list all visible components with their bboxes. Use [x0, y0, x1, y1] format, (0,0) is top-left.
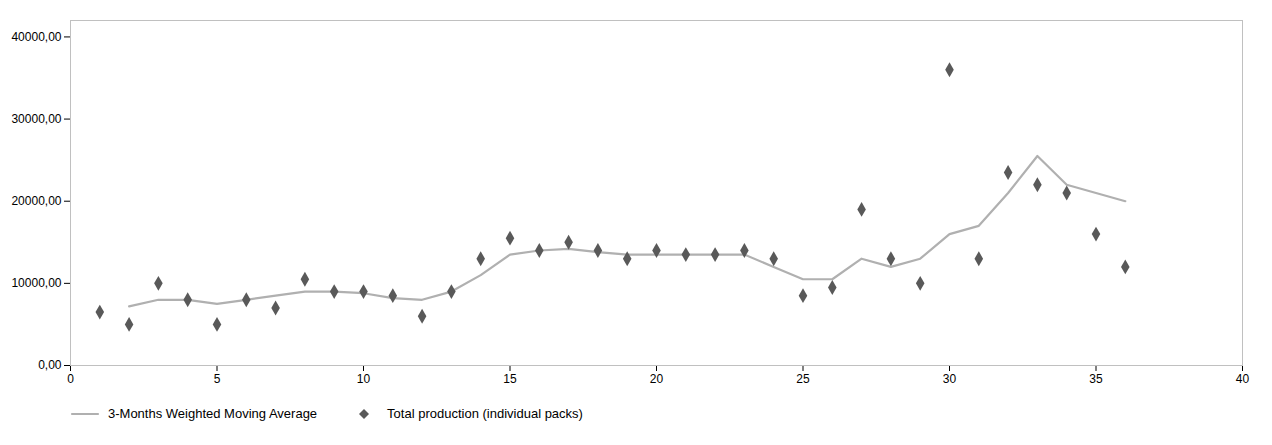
html-text:3-Months Weighted Moving Avera: 3-Months Weighted Moving Average	[108, 406, 318, 421]
svg-text:20000,00: 20000,00	[11, 194, 61, 208]
svg-text:15: 15	[503, 372, 517, 386]
svg-text:20: 20	[650, 372, 664, 386]
svg-text:0: 0	[67, 372, 74, 386]
svg-text:30: 30	[943, 372, 957, 386]
svg-text:35: 35	[1089, 372, 1103, 386]
svg-text:10000,00: 10000,00	[11, 276, 61, 290]
svg-text:40: 40	[1236, 372, 1250, 386]
svg-text:5: 5	[214, 372, 221, 386]
svg-text:0,00: 0,00	[38, 358, 62, 372]
svg-text:25: 25	[796, 372, 810, 386]
svg-text:40000,00: 40000,00	[11, 30, 61, 44]
svg-text:10: 10	[357, 372, 371, 386]
svg-text:30000,00: 30000,00	[11, 112, 61, 126]
html-text:Total production (individual p: Total production (individual packs)	[387, 406, 583, 421]
